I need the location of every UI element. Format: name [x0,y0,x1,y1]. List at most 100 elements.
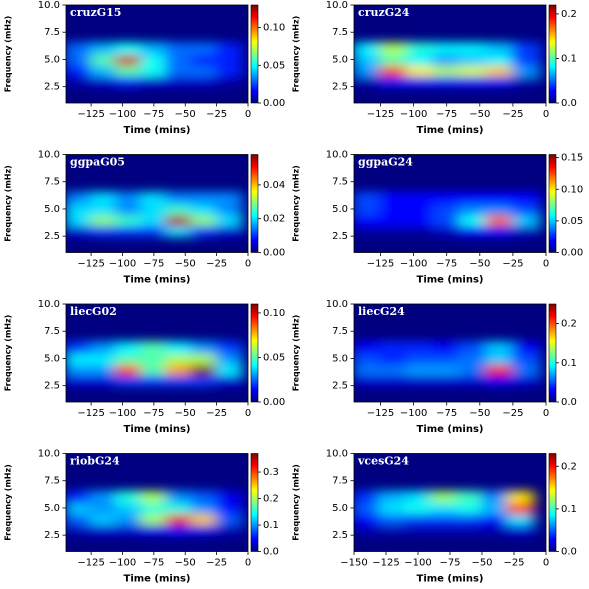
colorbar-tick-label: 0.2 [561,319,577,330]
heat-cell [404,512,432,526]
y-axis-label: Frequency (mHz) [292,315,301,392]
y-tick-label: 7.5 [332,27,348,38]
heat-cell [215,341,243,354]
heat-cell [90,352,118,365]
panel: cruzG15 −125 −100 −75 −50 −25 0 2.5 5.0 7.5 10.0 Ti… [4,0,286,136]
heat-cell [432,213,461,227]
y-tick-label: 2.5 [332,530,348,541]
heat-cell [115,501,143,515]
heatmap [66,42,243,88]
heat-cell [378,512,407,526]
heat-cell [66,202,93,216]
axes-frame [353,4,547,104]
colorbar-tick-label: 0.0 [561,98,577,109]
colorbar-tick-label: 0.00 [263,248,285,259]
heat-cell [115,224,143,238]
heat-cell [90,490,118,504]
heat-cell [485,42,514,55]
heat-cell [165,191,193,205]
heat-cell [165,352,193,365]
y-tick-label: 2.5 [332,381,348,392]
plot-area [354,154,546,253]
heat-cell [485,352,514,365]
plot-area [66,5,248,103]
heat-cell [90,53,118,66]
y-tick-label: 10.0 [326,0,348,11]
colorbar-tick-label: 0.10 [561,184,583,195]
heat-cell [379,191,408,205]
heat-cell [90,191,118,205]
panel: vcesG24 −150 −125 −100 −75 −50 −25 0 2.5 5.0 7.5 10… [292,449,577,585]
heat-cell [140,202,168,216]
y-tick-label: 2.5 [44,231,60,242]
heatmap [354,341,541,387]
heat-cell [140,53,168,66]
heat-cell [432,224,461,238]
heat-cell [115,63,143,77]
heat-cell [405,202,435,216]
x-axis-label: Time (mins) [124,275,191,286]
panel-title: liecG24 [358,305,405,318]
heat-cell [455,501,483,515]
heat-cell [379,224,408,238]
x-tick-label: −125 [77,259,104,270]
heat-cell [115,490,143,504]
colorbar [250,4,259,104]
y-tick-label: 2.5 [44,82,60,93]
heat-cell [66,341,93,354]
heat-cell [506,512,535,526]
heat-cell [140,512,168,526]
heat-cell [66,53,93,66]
heat-cell [165,213,193,227]
y-axis-label: Frequency (mHz) [292,464,301,541]
heat-cell [485,224,514,238]
heat-cell [511,42,541,55]
colorbar-tick-label: 0.02 [263,214,285,225]
x-axis-label: Time (mins) [124,125,191,136]
colorbar-tick-label: 0.1 [263,520,279,531]
heat-cell [405,191,435,205]
heat-cell [115,523,143,537]
heat-cell [215,213,243,227]
x-tick-label: −25 [503,558,524,569]
heat-cell [66,352,93,365]
colorbar-tick-label: 0.3 [263,467,279,478]
axes-frame [65,453,249,552]
heat-cell [429,512,458,526]
y-tick-label: 5.0 [44,204,60,215]
heat-cell [458,42,488,55]
heat-cell [165,74,193,88]
axes-frame [65,4,249,104]
plot-area [66,453,248,552]
x-tick-label: −100 [400,259,427,270]
heat-cell [165,224,193,238]
x-tick-label: 0 [245,259,251,270]
y-tick-label: 7.5 [44,27,60,38]
heat-cell [354,373,382,387]
panel: ggpaG24 −125 −100 −75 −50 −25 0 2.5 5.0 7.5 10.0 Ti… [292,150,584,286]
y-tick-label: 5.0 [332,353,348,364]
x-tick-label: 0 [543,259,549,270]
heat-cell [66,42,93,55]
x-tick-label: −100 [404,558,431,569]
heat-cell [140,224,168,238]
x-tick-label: −25 [206,408,227,419]
colorbar [548,4,557,104]
heat-cell [354,352,382,365]
y-tick-label: 10.0 [326,449,348,460]
y-tick-label: 5.0 [44,503,60,514]
x-tick-label: −100 [109,558,136,569]
x-tick-label: −50 [469,408,490,419]
heat-cell [190,501,218,515]
heat-cell [115,373,143,387]
x-tick-label: −75 [436,408,457,419]
heat-cell [115,341,143,354]
colorbar-tick-label: 0.05 [561,216,583,227]
y-tick-label: 10.0 [326,150,348,161]
colorbar [250,303,259,403]
heat-cell [165,501,193,515]
heat-cell [378,523,407,537]
heat-cell [215,490,243,504]
panel-title: ggpaG05 [70,156,125,169]
